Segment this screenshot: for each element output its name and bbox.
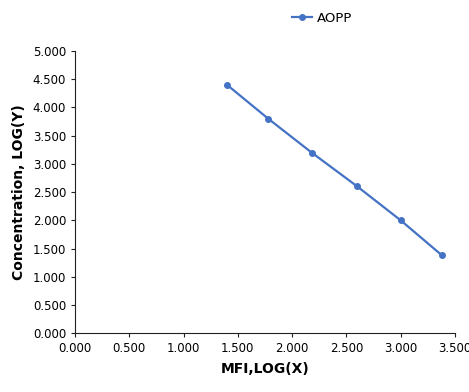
AOPP [398,218,403,223]
AOPP [265,116,271,121]
AOPP [355,184,360,189]
AOPP [224,82,230,87]
AOPP [309,150,315,155]
X-axis label: MFI,LOG(X): MFI,LOG(X) [220,362,310,376]
Y-axis label: Concentration, LOG(Y): Concentration, LOG(Y) [12,104,26,280]
AOPP [439,253,445,258]
Legend: AOPP: AOPP [287,7,357,30]
Line: AOPP: AOPP [224,82,445,258]
